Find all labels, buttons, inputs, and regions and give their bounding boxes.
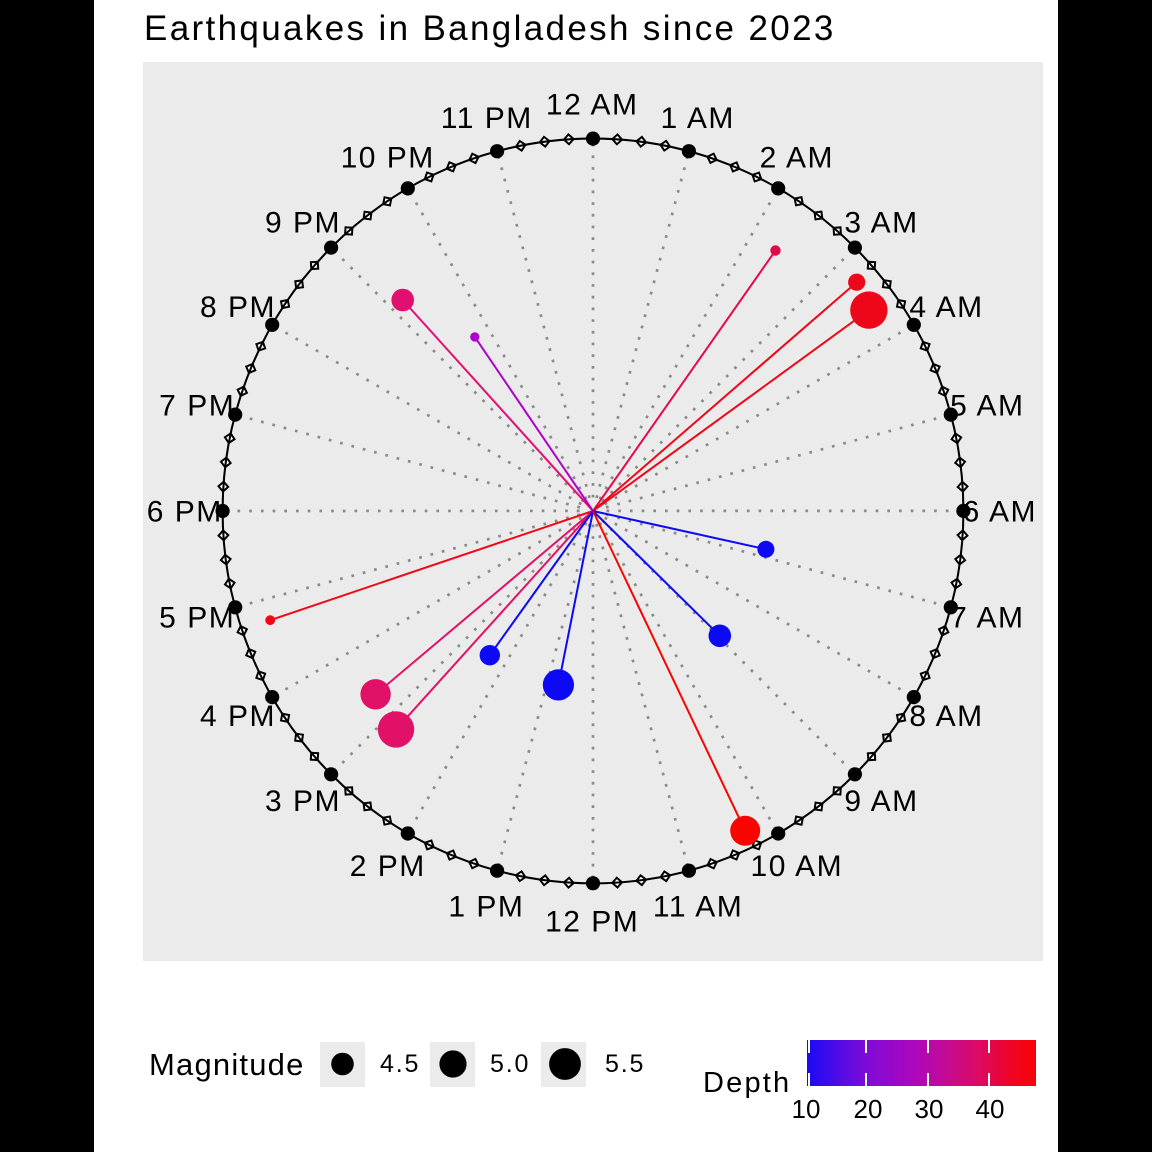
svg-text:12 PM: 12 PM xyxy=(545,906,639,939)
svg-text:10 PM: 10 PM xyxy=(341,141,435,174)
svg-text:9 AM: 9 AM xyxy=(844,785,918,818)
svg-text:3 AM: 3 AM xyxy=(844,206,918,239)
svg-text:3 PM: 3 PM xyxy=(265,785,341,818)
svg-text:6 PM: 6 PM xyxy=(147,496,223,529)
svg-text:2 AM: 2 AM xyxy=(760,141,834,174)
svg-text:10 AM: 10 AM xyxy=(751,850,844,883)
svg-text:9 PM: 9 PM xyxy=(265,206,341,239)
svg-text:1 AM: 1 AM xyxy=(661,102,735,135)
svg-text:5 PM: 5 PM xyxy=(159,602,235,635)
svg-text:7 AM: 7 AM xyxy=(950,602,1024,635)
svg-text:4 PM: 4 PM xyxy=(200,700,276,733)
svg-text:8 PM: 8 PM xyxy=(200,291,276,324)
svg-text:2 PM: 2 PM xyxy=(350,850,426,883)
svg-text:8 AM: 8 AM xyxy=(909,700,983,733)
svg-text:11 PM: 11 PM xyxy=(441,102,533,135)
svg-text:6 AM: 6 AM xyxy=(963,496,1037,529)
svg-text:7 PM: 7 PM xyxy=(159,390,235,423)
svg-text:1 PM: 1 PM xyxy=(448,891,524,924)
svg-text:12 AM: 12 AM xyxy=(546,89,639,122)
svg-text:5 AM: 5 AM xyxy=(950,390,1024,423)
svg-text:11 AM: 11 AM xyxy=(653,891,743,924)
svg-text:4 AM: 4 AM xyxy=(909,291,983,324)
